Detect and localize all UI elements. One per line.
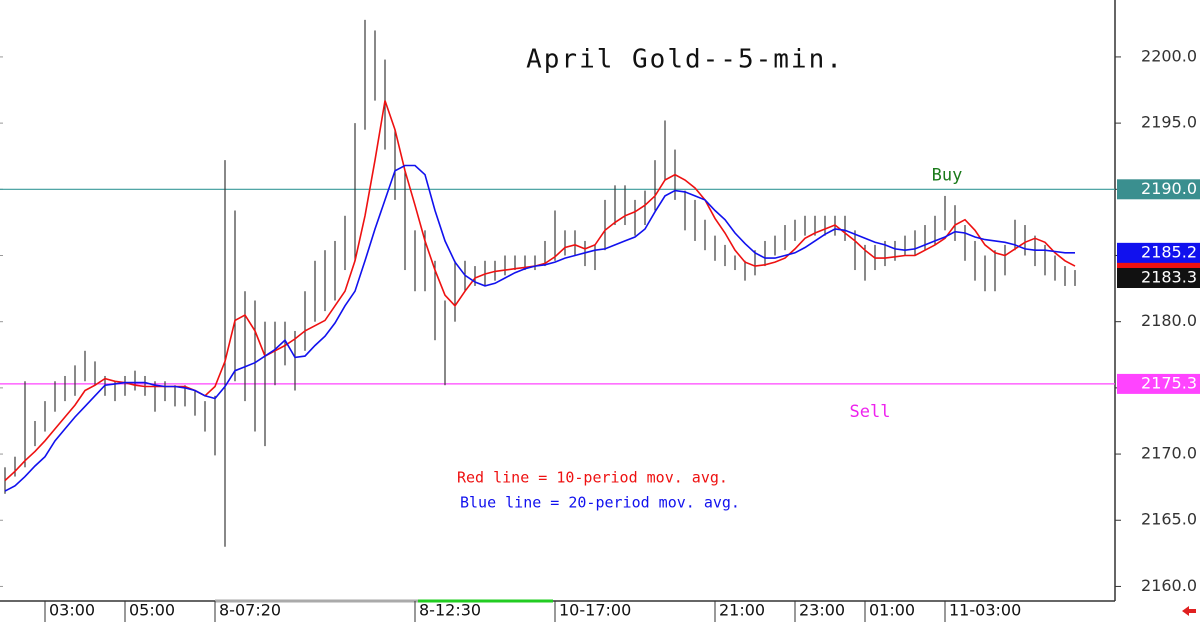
- x-tick-label: 8-12:30: [419, 601, 481, 620]
- annotation: Red line = 10-period mov. avg.: [457, 469, 728, 487]
- last-price-box: [1117, 267, 1200, 288]
- y-tick-label: 2180.0: [1141, 311, 1197, 330]
- scroll-arrow[interactable]: [1182, 606, 1196, 616]
- y-tick-label: 2165.0: [1141, 510, 1197, 529]
- y-tick-label: 2195.0: [1141, 113, 1197, 132]
- last-value-label: 2185.2: [1141, 242, 1197, 261]
- annotation: Blue line = 20-period mov. avg.: [460, 494, 740, 512]
- x-tick-label: 01:00: [869, 601, 915, 620]
- x-tick-label: 11-03:00: [949, 601, 1021, 620]
- y-tick-label: 2200.0: [1141, 46, 1197, 65]
- x-tick-label: 21:00: [719, 601, 765, 620]
- level-name: Buy: [932, 165, 963, 185]
- moving-average-line: [4, 164, 1075, 492]
- level-name: Sell: [850, 402, 891, 422]
- x-tick-label: 10-17:00: [559, 601, 631, 620]
- last-price-label: 2183.3: [1141, 267, 1197, 286]
- y-tick-label: 2170.0: [1141, 444, 1197, 463]
- chart-title: April Gold--5-min.: [526, 45, 844, 75]
- level-label: 2175.3: [1141, 373, 1197, 392]
- last-value-box: [1117, 242, 1200, 263]
- y-tick-label: 2160.0: [1141, 576, 1197, 595]
- x-tick-label: 8-07:20: [219, 601, 281, 620]
- level-box: [1117, 373, 1200, 394]
- x-tick-label: 03:00: [49, 601, 95, 620]
- level-label: 2190.0: [1141, 179, 1197, 198]
- x-tick-label: 23:00: [799, 601, 845, 620]
- level-box: [1117, 179, 1200, 200]
- x-tick-label: 05:00: [129, 601, 175, 620]
